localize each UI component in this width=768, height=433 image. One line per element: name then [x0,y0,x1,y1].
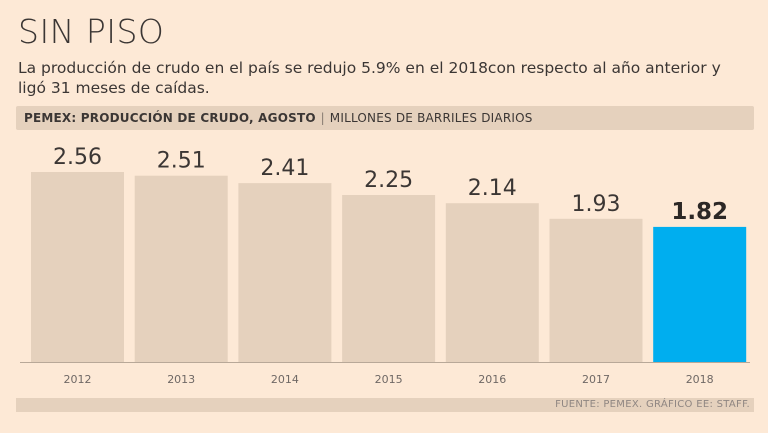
x-tick-2016: 2016 [478,373,506,386]
bar-2012 [31,172,124,362]
chart-title: PEMEX: PRODUCCIÓN DE CRUDO, AGOSTO [24,111,316,125]
chart-unit: MILLONES DE BARRILES DIARIOS [329,111,533,125]
data-label-2014: 2.41 [260,156,309,181]
data-label-2012: 2.56 [53,145,102,170]
x-tick-2012: 2012 [64,373,92,386]
footer-band [16,398,754,412]
data-label-2018: 1.82 [671,199,728,225]
chart-header-band: PEMEX: PRODUCCIÓN DE CRUDO, AGOSTO | MIL… [16,106,754,130]
x-tick-2015: 2015 [375,373,403,386]
x-tick-2013: 2013 [167,373,195,386]
data-label-2017: 1.93 [572,192,621,217]
chart-header-separator: | [320,111,325,125]
page-subtitle: La producción de crudo en el país se red… [18,59,721,97]
bar-2014 [238,183,332,362]
x-tick-2018: 2018 [686,373,714,386]
x-tick-2017: 2017 [582,373,610,386]
data-label-2015: 2.25 [364,168,413,193]
bar-2013 [134,175,228,362]
bar-2016 [445,203,539,362]
data-label-2016: 2.14 [468,176,517,201]
bar-2018 [653,226,747,362]
bar-2015 [342,195,436,362]
x-tick-2014: 2014 [271,373,299,386]
bar-2017 [549,218,643,362]
page-title: SIN PISO [18,12,165,51]
source-note: FUENTE: PEMEX. GRÁFICO EE: STAFF. [555,399,750,410]
data-label-2013: 2.51 [157,149,206,174]
